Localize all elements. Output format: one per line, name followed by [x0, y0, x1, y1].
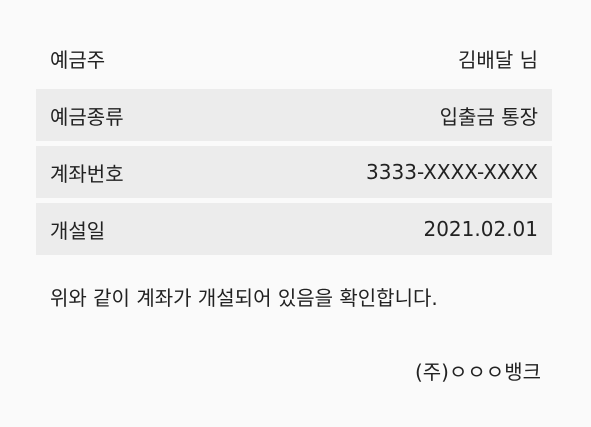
account-type-value: 입출금 통장: [439, 104, 538, 129]
open-date-value: 2021.02.01: [423, 217, 538, 241]
row-account-holder: 예금주 김배달 님: [36, 32, 552, 84]
account-number-value: 3333-XXXX-XXXX: [366, 160, 538, 184]
account-holder-label: 예금주: [50, 47, 106, 72]
row-open-date: 개설일 2021.02.01: [36, 203, 552, 255]
account-number-label: 계좌번호: [50, 161, 124, 186]
account-type-label: 예금종류: [50, 104, 124, 129]
issuer-name: (주)ㅇㅇㅇ뱅크: [414, 360, 541, 384]
confirmation-statement: 위와 같이 계좌가 개설되어 있음을 확인합니다.: [50, 286, 438, 310]
open-date-label: 개설일: [50, 218, 106, 243]
account-holder-value: 김배달 님: [458, 47, 538, 72]
row-account-type: 예금종류 입출금 통장: [36, 89, 552, 141]
account-info-card: 예금주 김배달 님 예금종류 입출금 통장 계좌번호 3333-XXXX-XXX…: [36, 32, 552, 260]
row-account-number: 계좌번호 3333-XXXX-XXXX: [36, 146, 552, 198]
